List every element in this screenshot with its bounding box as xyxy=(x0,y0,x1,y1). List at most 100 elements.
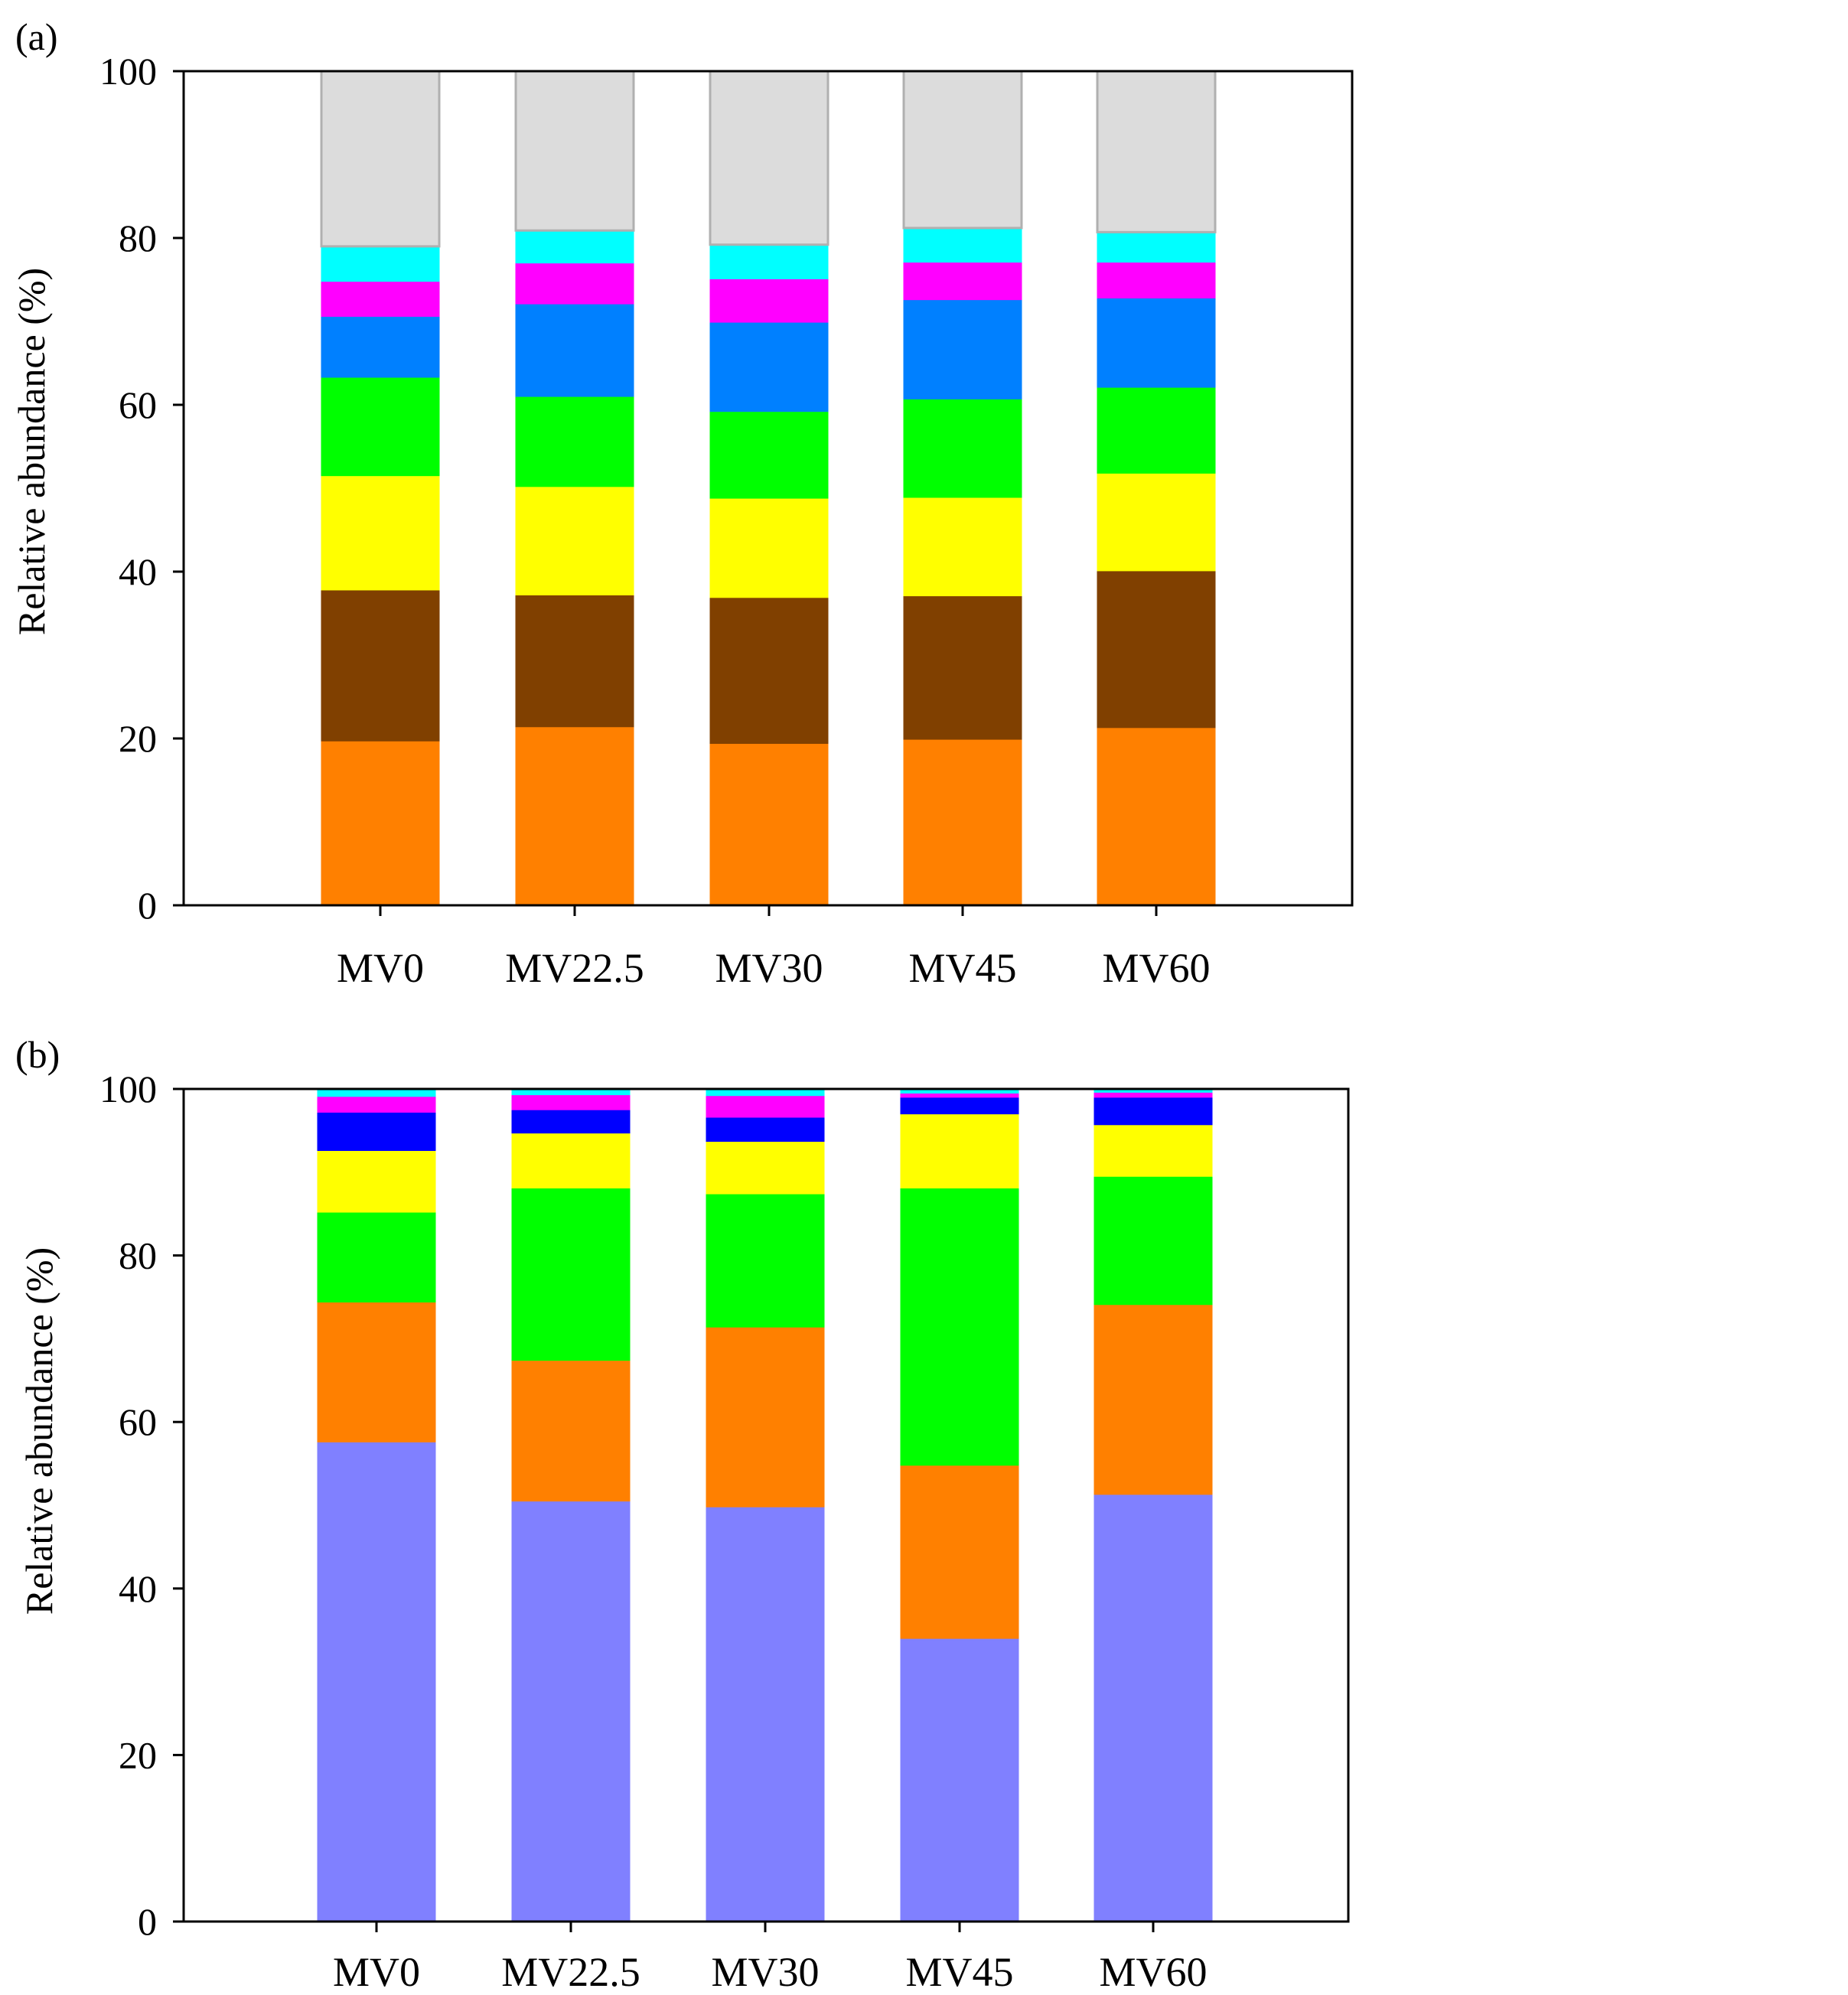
bar-segment-proteobacteria-mv45 xyxy=(903,595,1022,740)
y-tick-label: 60 xyxy=(119,1400,157,1443)
bar-segment-actinobacteria-mv0 xyxy=(321,377,440,477)
bar-segment-other-mv30 xyxy=(709,70,829,246)
x-category-label-mv30: MV30 xyxy=(715,945,823,991)
bar-segment-rozellomycota-mv45 xyxy=(900,1092,1019,1098)
x-category-label-mv60: MV60 xyxy=(1099,1949,1207,1995)
bar-segment-nitrospira-mv30 xyxy=(709,244,829,279)
bar-segment-desulfobacteria-mv0 xyxy=(321,281,440,317)
bar-segment-rozellomycota-mv60 xyxy=(1093,1091,1213,1098)
bar-segment-nitrospira-mv45 xyxy=(903,227,1022,263)
panel-b-bars xyxy=(317,1088,1213,1922)
x-category-label-mv45: MV45 xyxy=(905,1949,1013,1995)
bar-segment-nitrospira-mv60 xyxy=(1097,231,1216,263)
bar-segment-mortierellomycota-mv0 xyxy=(317,1150,436,1213)
bar-segment-acidobacteria-mv30 xyxy=(709,497,829,598)
bar-segment-actinobacteria-mv45 xyxy=(903,398,1022,498)
y-tick-label: 80 xyxy=(119,217,157,259)
bar-segment-acidobacteria-mv0 xyxy=(321,475,440,591)
bar-segment-chytridiomycota-mv45 xyxy=(900,1097,1019,1115)
panel-a-x-axis: MV0 MV22.5 MV30 MV45 MV60 xyxy=(337,905,1211,991)
bar-segment-mortierellomycota-mv30 xyxy=(706,1141,825,1195)
bar-segment-other-mv45 xyxy=(902,70,1023,230)
bar-segment-chytridiomycota-mv30 xyxy=(706,1116,825,1143)
bar-segment-desulfobacteria-mv22-5 xyxy=(515,262,634,305)
bar-segment-mortierellomycota-mv22-5 xyxy=(511,1133,631,1188)
bar-segment-basidiomycota-mv22-5 xyxy=(511,1187,631,1361)
bar-segment-unclassified-mv60 xyxy=(1093,1304,1213,1495)
bar-segment-actinobacteria-mv22-5 xyxy=(515,396,634,487)
y-tick-label: 40 xyxy=(119,1567,157,1610)
bar-segment-nitrospira-mv22-5 xyxy=(515,230,634,264)
bar-segment-firmicutes-mv0 xyxy=(321,315,440,378)
bar-segment-other-mv22-5 xyxy=(514,70,635,232)
y-tick-label: 20 xyxy=(119,717,157,760)
bar-segment-rozellomycota-mv30 xyxy=(706,1095,825,1118)
bar-segment-firmicutes-mv30 xyxy=(709,321,829,412)
bar-segment-rozellomycota-mv0 xyxy=(317,1096,436,1113)
bar-segment-unclassified-mv45 xyxy=(900,1465,1019,1639)
bar-segment-ascomycota-mv60 xyxy=(1093,1494,1213,1922)
y-tick-label: 0 xyxy=(138,1900,157,1943)
bar-segment-ascomycota-mv0 xyxy=(317,1441,436,1922)
bar-segment-rozellomycota-mv22-5 xyxy=(511,1094,631,1110)
y-tick-label: 80 xyxy=(119,1234,157,1277)
y-tick-label: 100 xyxy=(99,1068,157,1110)
bar-segment-chytridiomycota-mv0 xyxy=(317,1111,436,1152)
bar-segment-chytridiomycota-mv22-5 xyxy=(511,1109,631,1134)
bar-segment-unclassified-mv22-5 xyxy=(511,1360,631,1502)
bar-segment-chytridiomycota-mv60 xyxy=(1093,1097,1213,1126)
x-category-label-mv45: MV45 xyxy=(908,945,1016,991)
bar-segment-firmicutes-mv22-5 xyxy=(515,303,634,397)
y-tick-label: 0 xyxy=(138,884,157,927)
y-tick-label: 40 xyxy=(119,550,157,593)
bar-segment-ascomycota-mv45 xyxy=(900,1638,1019,1922)
bar-segment-chloraflexi-mv22-5 xyxy=(515,726,634,906)
x-category-label-mv22-5: MV22.5 xyxy=(505,945,644,991)
bar-segment-acidobacteria-mv22-5 xyxy=(515,486,634,596)
panel-b-x-axis: MV0 MV22.5 MV30 MV45 MV60 xyxy=(333,1922,1208,1995)
bar-segment-firmicutes-mv45 xyxy=(903,299,1022,399)
bar-segment-acidobacteria-mv60 xyxy=(1097,472,1216,572)
bar-segment-nitrospira-mv0 xyxy=(321,246,440,282)
bar-segment-ascomycota-mv30 xyxy=(706,1506,825,1922)
panel-b-y-axis-title: Relative abundance (%) xyxy=(18,1247,60,1615)
panel-a-y-axis-title: Relative abundance (%) xyxy=(10,268,53,635)
x-category-label-mv22-5: MV22.5 xyxy=(501,1949,640,1995)
y-tick-label: 60 xyxy=(119,383,157,426)
x-category-label-mv60: MV60 xyxy=(1102,945,1210,991)
x-category-label-mv30: MV30 xyxy=(711,1949,819,1995)
bar-segment-proteobacteria-mv60 xyxy=(1097,570,1216,729)
panel-b-label: (b) xyxy=(15,1033,60,1076)
bar-segment-other-mv60 xyxy=(1096,70,1217,233)
y-tick-label: 100 xyxy=(99,50,157,93)
panel-a-bars xyxy=(320,70,1217,906)
panel-a-y-axis: 0 20 40 60 80 100 xyxy=(99,50,184,927)
bar-segment-proteobacteria-mv30 xyxy=(709,597,829,745)
bar-segment-basidiomycota-mv60 xyxy=(1093,1175,1213,1306)
bar-segment-mortierellomycota-mv45 xyxy=(900,1113,1019,1188)
bar-segment-actinobacteria-mv30 xyxy=(709,411,829,499)
bar-segment-unclassified-mv0 xyxy=(317,1302,436,1442)
bar-segment-ascomycota-mv22-5 xyxy=(511,1501,631,1922)
x-category-label-mv0: MV0 xyxy=(337,945,424,991)
panel-b-fungi-chart: (b) Relative abundance (%) 020406080100 … xyxy=(15,1033,1350,1995)
bar-segment-actinobacteria-mv60 xyxy=(1097,386,1216,474)
bar-segment-desulfobacteria-mv60 xyxy=(1097,262,1216,298)
bar-segment-desulfobacteria-mv45 xyxy=(903,262,1022,301)
bar-segment-unclassified-mv30 xyxy=(706,1326,825,1508)
x-category-label-mv0: MV0 xyxy=(333,1949,420,1995)
bar-segment-other-mv0 xyxy=(320,70,441,248)
panel-a-bacteria-chart: (a) Relative abundance (%) 020406080100 … xyxy=(10,15,1354,991)
panel-b-y-axis: 0 20 40 60 80 100 xyxy=(99,1068,184,1943)
bar-segment-chloraflexi-mv30 xyxy=(709,743,829,906)
bar-segment-desulfobacteria-mv30 xyxy=(709,278,829,323)
bar-segment-basidiomycota-mv0 xyxy=(317,1211,436,1303)
bar-segment-proteobacteria-mv22-5 xyxy=(515,595,634,728)
bar-segment-basidiomycota-mv30 xyxy=(706,1193,825,1328)
bar-segment-firmicutes-mv60 xyxy=(1097,297,1216,388)
bar-segment-mortierellomycota-mv60 xyxy=(1093,1124,1213,1177)
bar-segment-chloraflexi-mv60 xyxy=(1097,727,1216,906)
bar-segment-basidiomycota-mv45 xyxy=(900,1187,1019,1466)
panel-a-label: (a) xyxy=(15,15,58,58)
